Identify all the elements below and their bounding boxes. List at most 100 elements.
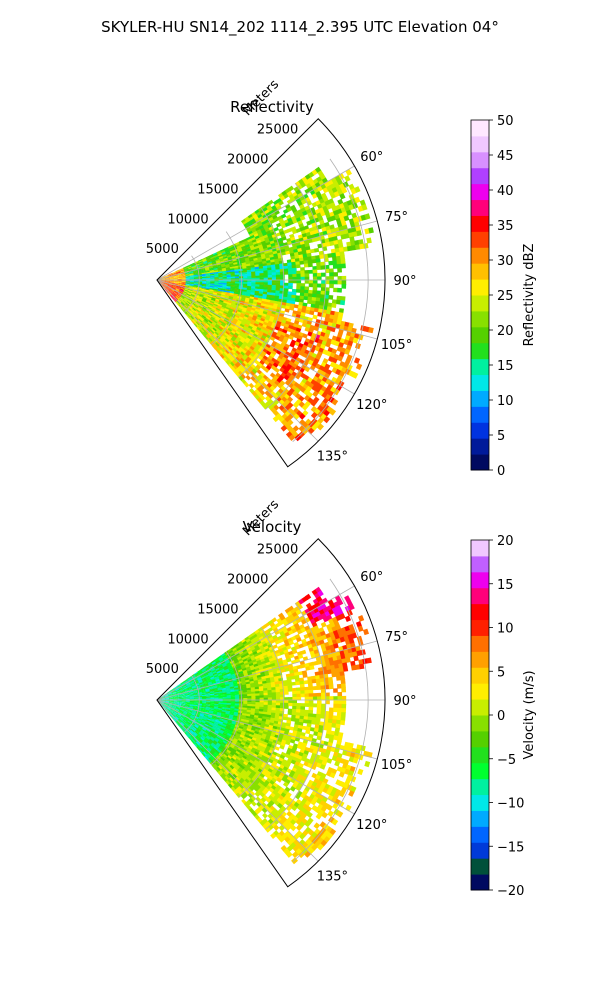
data-cell [267, 280, 273, 283]
data-cell [214, 697, 219, 699]
data-cell [312, 290, 318, 295]
data-cell [293, 248, 299, 254]
data-cell [220, 248, 226, 253]
data-cell [236, 311, 242, 315]
data-cell [340, 300, 346, 306]
data-cell [237, 247, 243, 251]
data-cell [193, 278, 199, 280]
data-cell [253, 233, 259, 238]
data-cell [222, 312, 228, 317]
data-cell [173, 282, 178, 284]
data-cell [161, 698, 166, 700]
data-cell [173, 276, 178, 278]
data-cell [217, 269, 223, 273]
data-cell [266, 260, 272, 264]
data-cell [204, 683, 209, 687]
data-cell [300, 649, 307, 655]
data-cell [348, 232, 354, 238]
data-cell [259, 395, 266, 401]
data-cell [315, 236, 321, 242]
data-cell [196, 320, 201, 325]
data-cell [281, 419, 288, 426]
data-cell [229, 344, 235, 350]
data-cell [243, 281, 248, 285]
data-cell [180, 285, 186, 287]
data-cell [191, 711, 197, 714]
data-cell [172, 286, 177, 289]
data-cell [336, 711, 342, 717]
data-cell [184, 304, 189, 309]
data-cell [192, 690, 198, 693]
data-cell [259, 695, 265, 698]
data-cell [181, 704, 186, 707]
data-cell [196, 676, 202, 680]
data-cell [200, 675, 206, 679]
data-cell [166, 287, 171, 290]
data-cell [289, 669, 295, 674]
data-cell [253, 635, 260, 641]
data-cell [315, 678, 321, 683]
data-cell [305, 306, 311, 311]
data-cell [163, 284, 168, 288]
data-cell [357, 334, 364, 341]
data-cell [168, 704, 173, 707]
data-cell [213, 267, 219, 271]
data-cell [171, 690, 176, 693]
data-cell [200, 268, 206, 271]
data-cell [233, 340, 239, 345]
data-cell [169, 290, 174, 294]
data-cell [264, 227, 271, 233]
data-cell [338, 243, 344, 249]
data-cell [219, 309, 225, 313]
data-cell [195, 321, 200, 326]
data-cell [302, 673, 308, 678]
data-cell [168, 273, 173, 276]
data-cell [215, 330, 221, 335]
range-tick-label: 25000 [257, 123, 298, 138]
data-cell [344, 233, 350, 239]
data-cell [202, 314, 207, 318]
data-cell [212, 314, 217, 318]
data-cell [250, 218, 256, 223]
data-cell [356, 635, 363, 642]
data-cell [228, 666, 234, 671]
data-cell [303, 263, 309, 268]
data-cell [203, 295, 208, 299]
data-cell [254, 728, 260, 733]
data-cell [189, 680, 194, 683]
data-cell [260, 317, 266, 323]
data-cell [175, 296, 179, 300]
data-cell [242, 268, 248, 271]
data-cell [226, 314, 231, 319]
data-cell [167, 286, 171, 290]
data-cell [214, 694, 219, 697]
data-cell [181, 701, 187, 703]
data-cell [203, 325, 208, 330]
data-cell [240, 718, 246, 722]
data-cell [186, 313, 191, 318]
data-cell [161, 278, 166, 280]
data-cell [286, 717, 292, 721]
data-cell [259, 273, 265, 276]
data-cell [224, 248, 230, 252]
data-cell [307, 679, 313, 684]
data-cell [234, 281, 240, 284]
data-cell [206, 275, 211, 277]
data-cell [206, 679, 212, 682]
data-cell [191, 265, 197, 269]
data-cell [262, 222, 268, 228]
data-cell [251, 211, 257, 217]
data-cell [169, 290, 173, 295]
data-cell [169, 700, 174, 702]
data-cell [173, 277, 178, 279]
data-cell [251, 335, 257, 341]
data-cell [177, 698, 183, 700]
data-cell [193, 707, 198, 710]
data-cell [263, 709, 268, 713]
data-cell [312, 293, 317, 298]
data-cell [213, 687, 219, 691]
data-cell [173, 697, 178, 699]
data-cell [201, 327, 206, 332]
data-cell [176, 294, 181, 298]
data-cell [218, 704, 223, 706]
